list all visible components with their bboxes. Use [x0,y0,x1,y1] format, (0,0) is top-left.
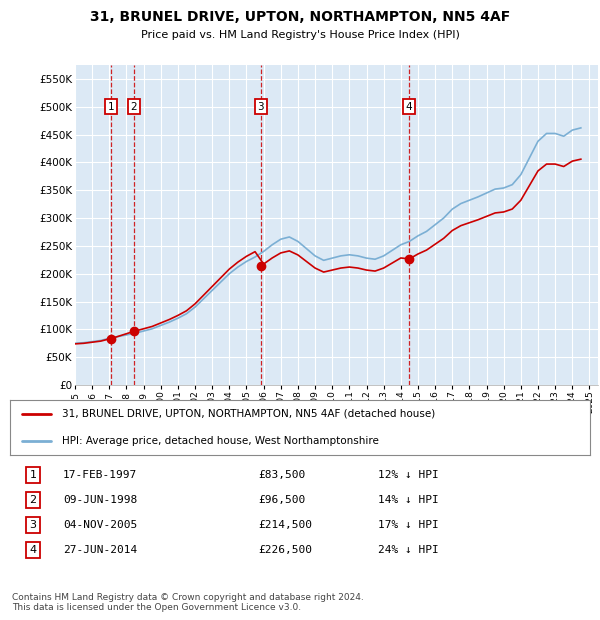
Text: £83,500: £83,500 [258,470,305,480]
Text: 31, BRUNEL DRIVE, UPTON, NORTHAMPTON, NN5 4AF (detached house): 31, BRUNEL DRIVE, UPTON, NORTHAMPTON, NN… [62,409,436,419]
Text: 1: 1 [29,470,37,480]
Text: 2: 2 [29,495,37,505]
Text: £226,500: £226,500 [258,545,312,555]
Text: 3: 3 [257,102,264,112]
Text: 09-JUN-1998: 09-JUN-1998 [63,495,137,505]
Text: 24% ↓ HPI: 24% ↓ HPI [378,545,439,555]
Text: 04-NOV-2005: 04-NOV-2005 [63,520,137,530]
Text: 31, BRUNEL DRIVE, UPTON, NORTHAMPTON, NN5 4AF: 31, BRUNEL DRIVE, UPTON, NORTHAMPTON, NN… [90,10,510,24]
Text: £214,500: £214,500 [258,520,312,530]
Text: 27-JUN-2014: 27-JUN-2014 [63,545,137,555]
Text: 12% ↓ HPI: 12% ↓ HPI [378,470,439,480]
Text: Contains HM Land Registry data © Crown copyright and database right 2024.
This d: Contains HM Land Registry data © Crown c… [12,593,364,612]
Text: 17-FEB-1997: 17-FEB-1997 [63,470,137,480]
Text: 2: 2 [131,102,137,112]
Text: Price paid vs. HM Land Registry's House Price Index (HPI): Price paid vs. HM Land Registry's House … [140,30,460,40]
Text: 4: 4 [406,102,413,112]
Text: £96,500: £96,500 [258,495,305,505]
Text: 4: 4 [29,545,37,555]
Text: 17% ↓ HPI: 17% ↓ HPI [378,520,439,530]
Text: HPI: Average price, detached house, West Northamptonshire: HPI: Average price, detached house, West… [62,436,379,446]
Text: 3: 3 [29,520,37,530]
Text: 1: 1 [108,102,115,112]
Text: 14% ↓ HPI: 14% ↓ HPI [378,495,439,505]
